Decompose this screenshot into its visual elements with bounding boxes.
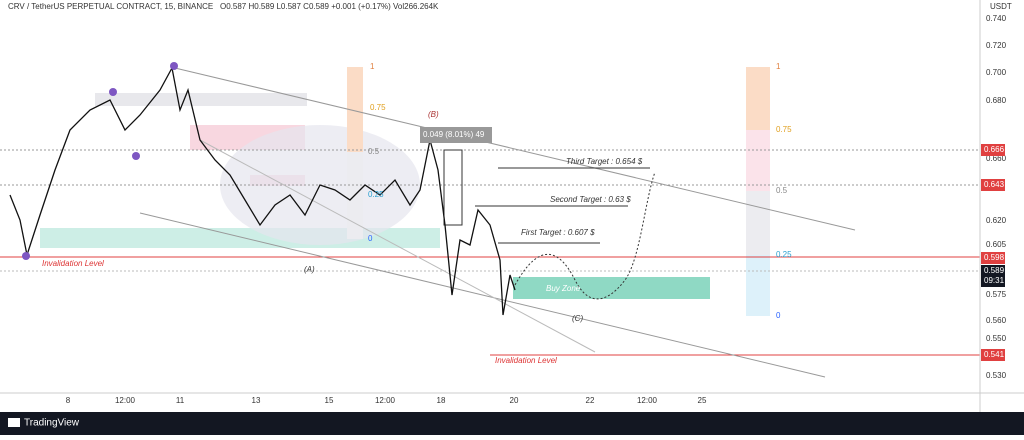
price-label: 0.620 [986, 216, 1007, 225]
price-label: 0.605 [986, 240, 1007, 249]
price-badge [981, 275, 1005, 287]
price-label: 0.660 [986, 154, 1007, 163]
annotation: Third Target : 0.654 $ [566, 157, 643, 166]
annotation: (C) [572, 314, 583, 323]
time-label: 25 [698, 396, 707, 405]
time-label: 18 [437, 396, 446, 405]
annotation: (B) [428, 110, 439, 119]
time-label: 20 [510, 396, 519, 405]
annotation: Second Target : 0.63 $ [550, 195, 631, 204]
fib-label: 0.5 [776, 186, 788, 195]
fib-label: 0.25 [776, 250, 792, 259]
time-label: 13 [252, 396, 261, 405]
header-ohlc: O0.587 H0.589 L0.587 C0.589 +0.001 (+0.1… [220, 2, 439, 11]
price-badge-label: 0.598 [984, 253, 1005, 262]
time-label: 12:00 [115, 396, 136, 405]
price-badge [981, 349, 1005, 361]
time-label: 11 [176, 396, 185, 405]
annotation: First Target : 0.607 $ [521, 228, 595, 237]
annotation: Invalidation Level [495, 356, 557, 365]
fib-label: 1 [776, 62, 781, 71]
time-label: 15 [325, 396, 334, 405]
price-label: 0.700 [986, 68, 1007, 77]
price-label: 0.560 [986, 316, 1007, 325]
price-badge [981, 265, 1005, 277]
price-label: 0.720 [986, 41, 1007, 50]
axis-unit: USDT [990, 2, 1012, 11]
price-badge-label: 09:31 [984, 276, 1005, 285]
dynamic: 0.740 0.720 0.700 0.680 0.660 0.620 0.605 0.575… [66, 14, 1007, 405]
price-badge-label: 0.541 [984, 350, 1005, 359]
fib-label: 0 [368, 234, 373, 243]
price-badge-label: 0.666 [984, 145, 1005, 154]
price-label: 0.530 [986, 371, 1007, 380]
fib-label: 0.75 [370, 103, 386, 112]
footer-brand: TradingView [24, 418, 80, 429]
price-badge [981, 144, 1005, 156]
price-label: 0.740 [986, 14, 1007, 23]
fib-label: 0 [776, 311, 781, 320]
time-label: 12:00 [637, 396, 658, 405]
price-label: 0.680 [986, 96, 1007, 105]
time-label: 8 [66, 396, 71, 405]
annotation: (A) [304, 265, 315, 274]
price-badge [981, 252, 1005, 264]
price-label: 0.575 [986, 290, 1007, 299]
fib-label: 0.75 [776, 125, 792, 134]
price-badge-label: 0.643 [984, 180, 1005, 189]
fib-label: 0.25 [368, 190, 384, 199]
fib-label: 0.5 [368, 147, 380, 156]
annotation: Invalidation Level [42, 259, 104, 268]
time-label: 22 [586, 396, 595, 405]
time-label: 12:00 [375, 396, 396, 405]
header-symbol: CRV / TetherUS PERPETUAL CONTRACT, 15, B… [8, 2, 213, 11]
fib-label: 1 [370, 62, 375, 71]
price-badge [981, 179, 1005, 191]
price-label: 0.550 [986, 334, 1007, 343]
price-badge-label: 0.589 [984, 266, 1005, 275]
annotation: Buy Zone [546, 284, 581, 293]
measure-label: 0.049 (8.01%) 49 [423, 130, 485, 139]
